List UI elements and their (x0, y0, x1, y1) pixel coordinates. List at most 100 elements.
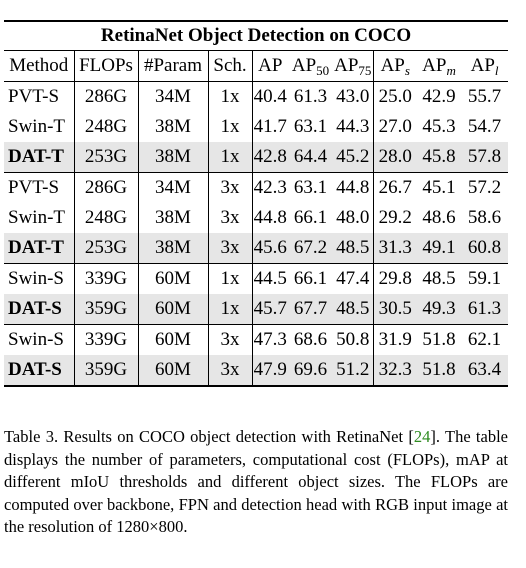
cell-ap50: 69.6 (288, 355, 333, 387)
table-row: PVT-S 286G 34M 3x 42.3 63.1 44.8 26.7 45.1 57.2 (4, 172, 508, 203)
cell-ap: 44.5 (253, 268, 287, 289)
header-apm-base: AP (422, 55, 447, 76)
cell-ap75: 51.2 (333, 355, 374, 387)
cell-ap: 45.7 (252, 294, 288, 325)
cell-ap: 40.4 (253, 86, 287, 107)
table-header-row: Method FLOPs #Param Sch. AP AP50 AP75 AP… (4, 50, 509, 82)
cell-apl: 55.7 (467, 86, 502, 107)
cell-apm: 51.8 (417, 355, 461, 387)
header-flops: FLOPs (74, 50, 139, 82)
citation-link[interactable]: 24 (413, 427, 431, 446)
cell-method: Swin-T (4, 203, 75, 233)
cell-schedule: 3x (208, 203, 253, 233)
cell-method: DAT-S (4, 294, 75, 325)
header-ap50-sub: 50 (316, 63, 330, 78)
cell-aps: 28.0 (373, 142, 417, 173)
cell-ap75: 44.8 (333, 172, 374, 203)
table-row: PVT-S 286G 34M 1x 40.4 61.3 43.0 25.0 42.9 55.7 (4, 81, 508, 112)
table-row: DAT-S 359G 60M 1x 45.7 67.7 48.5 30.5 49.3 61.3 (4, 294, 509, 325)
cell-params: 60M (138, 263, 209, 294)
cell-params: 60M (138, 294, 209, 325)
cell-apm: 48.6 (422, 207, 456, 228)
cell-schedule: 3x (208, 172, 253, 203)
header-ap75: AP75 (333, 50, 374, 82)
cell-schedule: 1x (208, 112, 253, 142)
cell-aps: 30.5 (373, 294, 417, 325)
table-caption: Table 3. Results on COCO object detectio… (4, 426, 508, 539)
cell-ap75: 48.0 (333, 203, 374, 233)
cell-params: 60M (138, 324, 209, 355)
cell-method: DAT-T (4, 142, 75, 173)
header-apl: APl (461, 50, 509, 82)
header-schedule: Sch. (208, 50, 253, 82)
cell-method: PVT-S (4, 172, 75, 203)
cell-apm: 45.3 (422, 116, 456, 137)
cell-apm: 45.8 (417, 142, 461, 173)
cell-ap: 44.8 (253, 207, 287, 228)
table-row: Swin-S 339G 60M 1x 44.5 66.1 47.4 29.8 48.5 59.1 (4, 263, 508, 294)
header-ap75-sub: 75 (358, 63, 372, 78)
cell-flops: 359G (74, 294, 139, 325)
cell-apl: 60.8 (461, 233, 509, 264)
cell-ap75: 48.5 (333, 294, 374, 325)
cell-ap50: 63.1 (293, 116, 328, 137)
cell-flops: 248G (74, 203, 139, 233)
cell-ap: 47.9 (252, 355, 288, 387)
cell-ap75: 44.3 (333, 112, 374, 142)
cell-params: 38M (138, 112, 209, 142)
cell-flops: 253G (74, 142, 139, 173)
cell-ap50: 64.4 (288, 142, 333, 173)
cell-schedule: 3x (208, 324, 253, 355)
cell-ap50: 67.2 (288, 233, 333, 264)
cell-method: PVT-S (4, 81, 75, 112)
cell-method: DAT-T (4, 233, 75, 264)
cell-aps: 32.3 (373, 355, 417, 387)
cell-flops: 286G (74, 172, 139, 203)
cell-method: Swin-S (4, 324, 75, 355)
cell-aps: 29.2 (378, 207, 412, 228)
table-row: Swin-T 248G 38M 3x 44.8 66.1 48.0 29.2 48.6 58.6 (4, 203, 508, 233)
cell-params: 38M (138, 203, 209, 233)
header-ap: AP (252, 50, 288, 82)
cell-apl: 62.1 (467, 329, 502, 350)
cell-flops: 339G (74, 324, 139, 355)
caption-text-start: Table 3. Results on COCO object detectio… (4, 427, 414, 446)
cell-ap75: 48.5 (333, 233, 374, 264)
cell-apm: 49.3 (417, 294, 461, 325)
header-ap75-base: AP (334, 55, 359, 76)
cell-aps: 25.0 (378, 86, 412, 107)
header-aps: APs (373, 50, 417, 82)
cell-apl: 57.2 (467, 177, 502, 198)
caption-text-end: ]. The table displays the number of para… (4, 427, 508, 536)
cell-apl: 59.1 (467, 268, 502, 289)
cell-ap50: 68.6 (293, 329, 328, 350)
cell-schedule: 1x (208, 263, 253, 294)
cell-flops: 286G (74, 81, 139, 112)
cell-flops: 359G (74, 355, 139, 387)
cell-schedule: 1x (208, 81, 253, 112)
cell-ap50: 67.7 (288, 294, 333, 325)
cell-schedule: 3x (208, 355, 253, 387)
cell-schedule: 1x (208, 294, 253, 325)
cell-aps: 31.3 (373, 233, 417, 264)
cell-ap50: 61.3 (293, 86, 328, 107)
table-title: RetinaNet Object Detection on COCO (4, 20, 509, 51)
table-row: Swin-T 248G 38M 1x 41.7 63.1 44.3 27.0 45.3 54.7 (4, 112, 508, 142)
cell-flops: 253G (74, 233, 139, 264)
cell-ap75: 50.8 (333, 324, 374, 355)
cell-ap75: 43.0 (333, 81, 374, 112)
cell-apm: 42.9 (422, 86, 456, 107)
cell-ap: 47.3 (253, 329, 287, 350)
cell-ap: 41.7 (253, 116, 287, 137)
results-table-block: RetinaNet Object Detection on COCO Metho… (4, 20, 509, 387)
cell-apl: 54.7 (467, 116, 502, 137)
header-apm-sub: m (446, 63, 456, 78)
cell-apm: 45.1 (422, 177, 456, 198)
cell-apm: 48.5 (422, 268, 456, 289)
cell-params: 34M (138, 172, 209, 203)
header-apm: APm (417, 50, 461, 82)
cell-apl: 58.6 (467, 207, 502, 228)
cell-ap50: 63.1 (293, 177, 328, 198)
cell-ap75: 45.2 (333, 142, 374, 173)
cell-schedule: 1x (208, 142, 253, 173)
